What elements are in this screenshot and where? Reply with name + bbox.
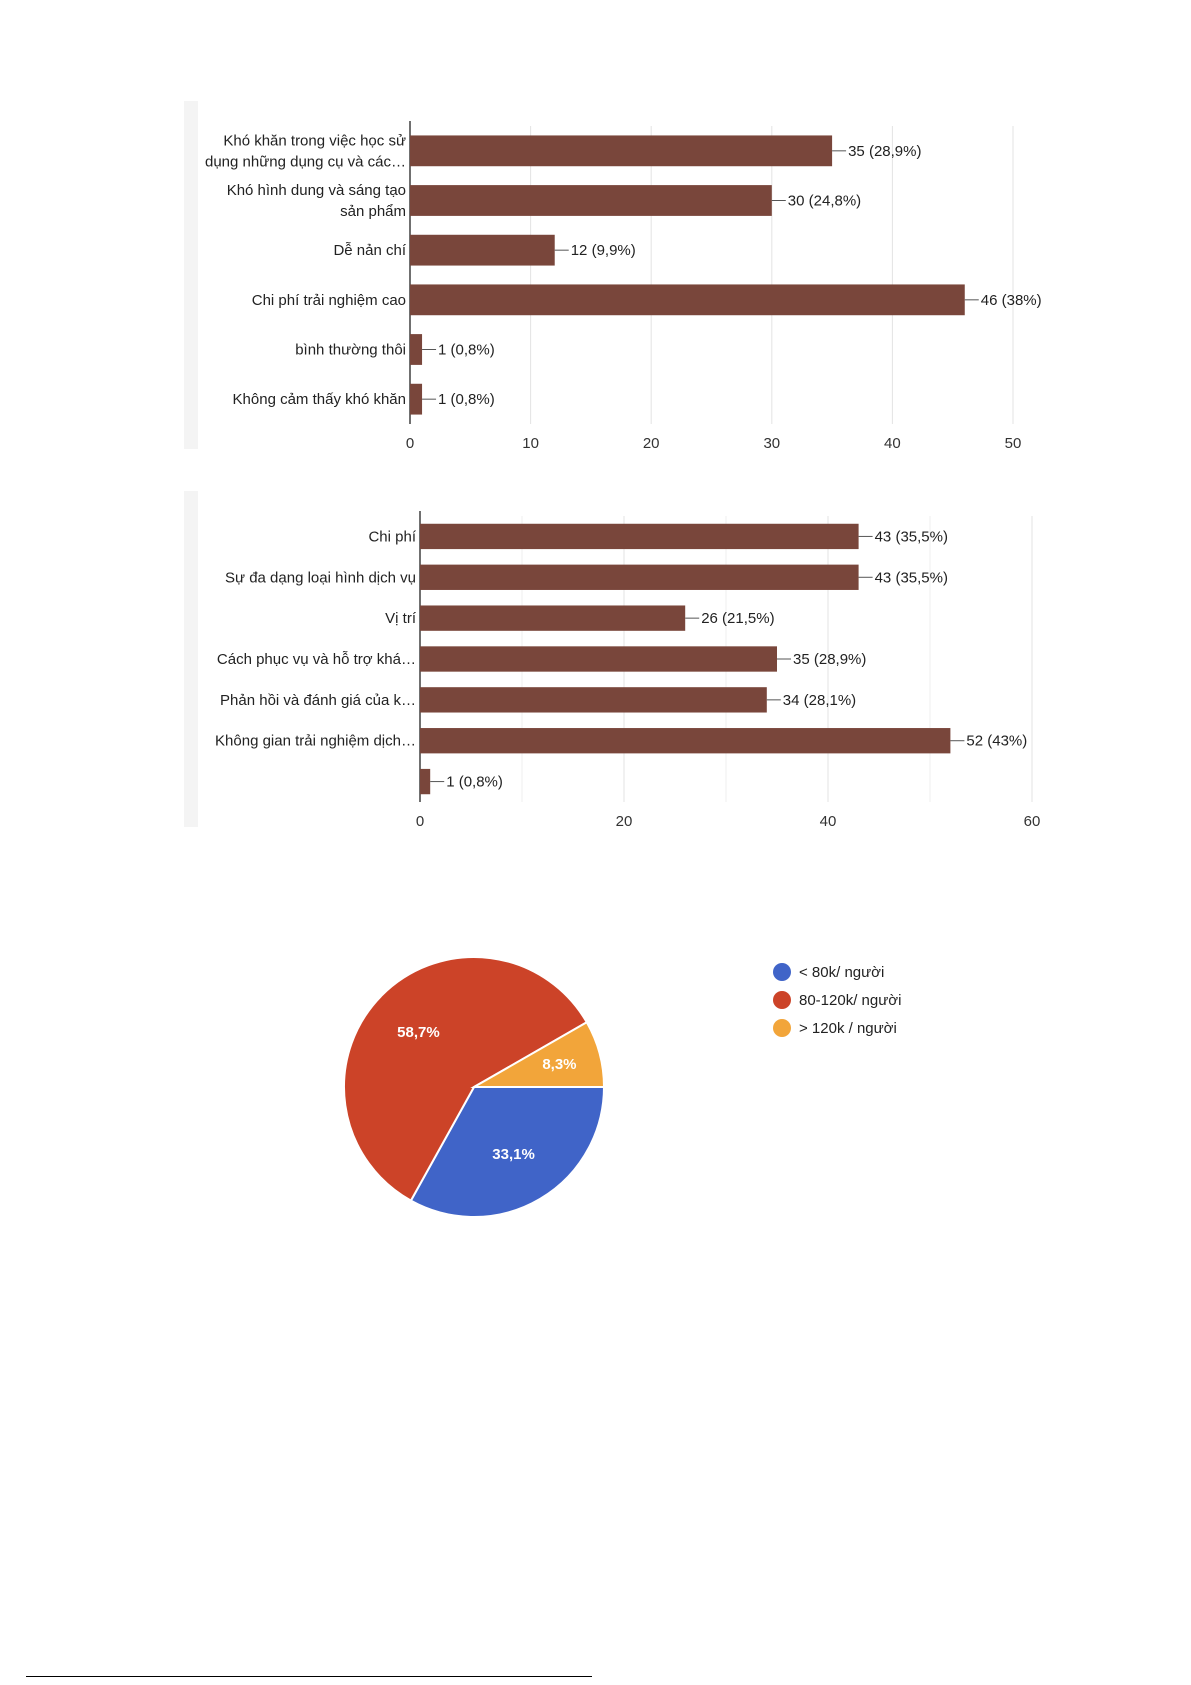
category-label: Chi phí trải nghiệm cao — [252, 292, 406, 309]
x-tick-label: 60 — [1024, 813, 1041, 830]
bar-chart-selection-factors: 0 20 40 60 43 (35,5%) Chi phí 43 (35,5%) Sự đa … — [184, 491, 1041, 830]
legend-swatch — [773, 963, 791, 981]
bar-chart-difficulties: 0 10 20 30 40 50 35 (28,9%) Khó khăn trong việc… — [184, 101, 1042, 452]
category-label: Vị trí — [385, 610, 417, 627]
category-label: Sự đa dạng loại hình dịch vụ — [225, 569, 416, 586]
bar — [410, 234, 555, 266]
data-label: 30 (24,8%) — [788, 193, 861, 210]
x-tick-label: 10 — [522, 435, 539, 452]
bar — [420, 768, 431, 795]
bar — [410, 185, 772, 216]
bar — [420, 728, 951, 754]
bar — [410, 334, 423, 365]
bar — [410, 284, 965, 316]
data-label: 34 (28,1%) — [783, 692, 856, 709]
bar — [420, 687, 767, 713]
data-label: 1 (0,8%) — [438, 342, 495, 359]
x-tick-label: 20 — [616, 813, 633, 830]
data-label: 26 (21,5%) — [701, 610, 774, 627]
x-tick-label: 20 — [643, 435, 660, 452]
category-label: Phản hồi và đánh giá của k… — [220, 692, 416, 709]
category-label: Khó hình dung và sáng tạo — [227, 182, 406, 199]
category-label: Không gian trải nghiệm dịch… — [215, 733, 416, 750]
category-label: Chi phí — [368, 528, 416, 545]
legend-label: 80-120k/ người — [799, 992, 901, 1009]
bar — [420, 523, 859, 550]
footer-rule — [26, 1676, 592, 1677]
slice-label: 58,7% — [397, 1024, 440, 1041]
pie-chart-price-range: 33,1% 58,7% 8,3% < 80k/ người 80-120k/ người… — [343, 956, 901, 1218]
legend-swatch — [773, 991, 791, 1009]
data-label: 35 (28,9%) — [848, 143, 921, 160]
chart-edge-shade — [184, 101, 198, 449]
x-tick-label: 0 — [416, 813, 424, 830]
category-label: Dễ nản chí — [333, 242, 406, 259]
pie-slice — [343, 956, 589, 1203]
data-label: 1 (0,8%) — [438, 391, 495, 408]
bar — [420, 605, 686, 631]
bar — [410, 383, 423, 415]
data-label: 35 (28,9%) — [793, 651, 866, 668]
pie-slice — [470, 1020, 606, 1088]
legend-label: > 120k / người — [799, 1020, 897, 1037]
x-tick-label: 40 — [884, 435, 901, 452]
category-label: Cách phục vụ và hỗ trợ khá… — [217, 651, 416, 668]
bar — [420, 646, 777, 672]
slice-label: 8,3% — [542, 1056, 576, 1073]
category-label: Khó khăn trong việc học sử — [223, 132, 406, 149]
data-label: 46 (38%) — [981, 292, 1042, 309]
legend-swatch — [773, 1019, 791, 1037]
data-label: 52 (43%) — [966, 733, 1027, 750]
category-label: bình thường thôi — [295, 342, 406, 359]
bar — [410, 135, 833, 167]
bar — [420, 564, 859, 590]
category-label: dụng những dụng cụ và các… — [205, 153, 406, 170]
chart-edge-shade — [184, 491, 198, 827]
x-tick-label: 40 — [820, 813, 837, 830]
x-tick-label: 0 — [406, 435, 414, 452]
slice-label: 33,1% — [492, 1146, 535, 1163]
category-label: sản phẩm — [340, 203, 406, 220]
category-label: Không cảm thấy khó khăn — [233, 391, 406, 408]
x-tick-label: 30 — [763, 435, 780, 452]
data-label: 1 (0,8%) — [446, 774, 503, 791]
data-label: 43 (35,5%) — [875, 569, 948, 586]
data-label: 12 (9,9%) — [571, 242, 636, 259]
x-tick-label: 50 — [1005, 435, 1022, 452]
data-label: 43 (35,5%) — [875, 528, 948, 545]
legend-label: < 80k/ người — [799, 964, 884, 981]
pie-slice — [409, 1086, 606, 1218]
